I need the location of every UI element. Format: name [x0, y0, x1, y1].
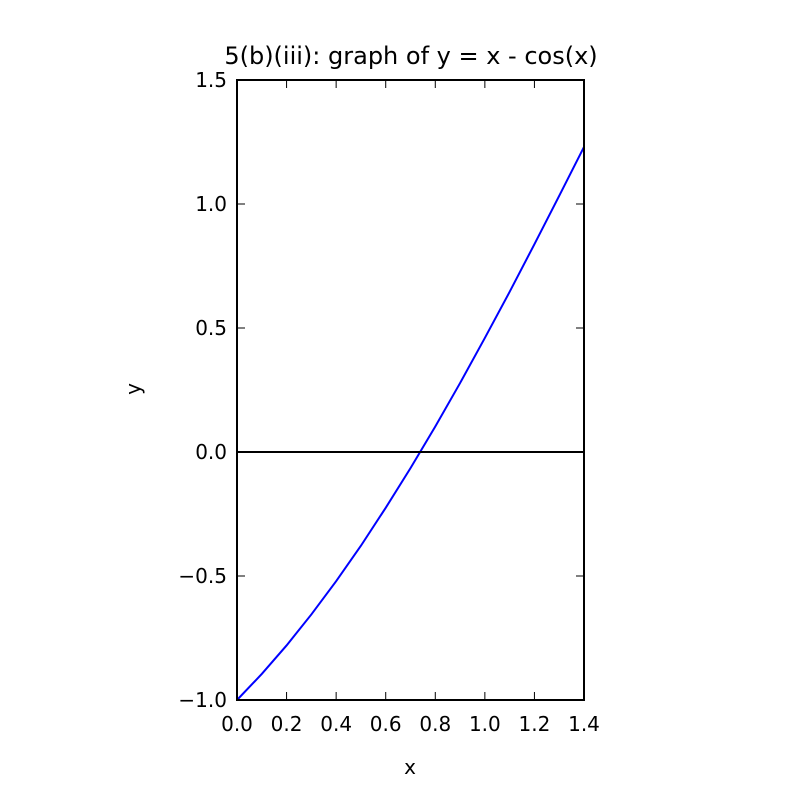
tick-labels: 0.0 0.2 0.4 0.6 0.8 1.0 1.2 1.4 −1.0 −0.5 0.0 0.5 1.… — [178, 68, 599, 736]
x-tick-label: 1.4 — [568, 712, 600, 736]
y-tick-label: 0.0 — [195, 440, 227, 464]
x-tick-label: 1.0 — [469, 712, 501, 736]
x-tick-label: 0.6 — [370, 712, 402, 736]
x-tick-label: 0.2 — [271, 712, 303, 736]
chart-title: 5(b)(iii): graph of y = x - cos(x) — [224, 42, 597, 70]
y-axis-label: y — [121, 383, 145, 395]
axes-frame — [236, 79, 585, 701]
x-tick-label: 1.2 — [519, 712, 551, 736]
x-tick-label: 0.8 — [419, 712, 451, 736]
series-line-curve — [236, 146, 585, 701]
plot-area — [236, 146, 585, 701]
x-tick-label: 0.4 — [320, 712, 352, 736]
y-tick-label: 0.5 — [195, 316, 227, 340]
x-axis-label: x — [404, 755, 416, 779]
y-tick-label: −1.0 — [178, 688, 227, 712]
x-tick-label: 0.0 — [221, 712, 253, 736]
y-tick-label: 1.0 — [195, 192, 227, 216]
y-tick-label: −0.5 — [178, 564, 227, 588]
y-tick-label: 1.5 — [195, 68, 227, 92]
